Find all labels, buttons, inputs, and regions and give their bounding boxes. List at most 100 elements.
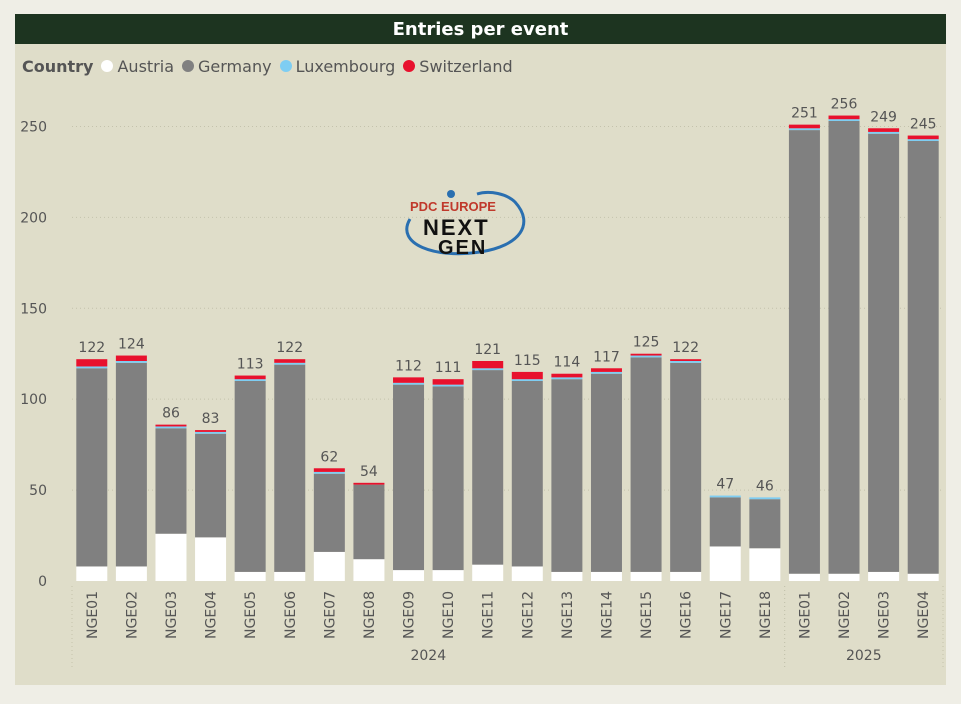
bar-segment-luxembourg[interactable] (393, 382, 425, 385)
bar-segment-austria[interactable] (234, 571, 266, 581)
bar-segment-austria[interactable] (313, 551, 345, 581)
bar-segment-germany[interactable] (670, 362, 702, 572)
bar-segment-austria[interactable] (195, 537, 227, 581)
bar-segment-germany[interactable] (234, 381, 266, 572)
bar-segment-austria[interactable] (432, 570, 464, 581)
bar-segment-austria[interactable] (393, 570, 425, 581)
bar-segment-germany[interactable] (155, 428, 187, 534)
bar-segment-luxembourg[interactable] (195, 431, 227, 434)
bar-segment-switzerland[interactable] (353, 482, 385, 485)
bar-segment-switzerland[interactable] (590, 368, 622, 372)
bar-segment-austria[interactable] (353, 559, 385, 581)
bar-segment-austria[interactable] (709, 546, 741, 581)
bar-segment-luxembourg[interactable] (155, 426, 187, 429)
bar-segment-austria[interactable] (511, 566, 543, 581)
x-tick-label: NGE07 (322, 591, 338, 639)
bar-segment-austria[interactable] (551, 571, 583, 581)
legend-dot-luxembourg (279, 60, 292, 72)
bar-segment-luxembourg[interactable] (630, 355, 662, 358)
bar-segment-switzerland[interactable] (195, 430, 227, 432)
bar-segment-luxembourg[interactable] (907, 139, 939, 141)
bar-segment-luxembourg[interactable] (234, 379, 266, 381)
data-label-total: 114 (554, 355, 581, 371)
bars[interactable] (76, 115, 939, 581)
bar-segment-germany[interactable] (709, 497, 741, 547)
bar-segment-luxembourg[interactable] (670, 361, 702, 363)
x-tick-label: NGE10 (441, 591, 457, 639)
bar-segment-luxembourg[interactable] (511, 379, 543, 381)
bar-segment-austria[interactable] (155, 533, 187, 581)
bar-segment-germany[interactable] (749, 499, 781, 549)
bar-segment-germany[interactable] (788, 130, 820, 574)
bar-segment-austria[interactable] (590, 571, 622, 581)
bar-segment-switzerland[interactable] (788, 124, 820, 129)
bar-segment-luxembourg[interactable] (788, 128, 820, 131)
bar-segment-luxembourg[interactable] (76, 366, 108, 369)
bar-segment-switzerland[interactable] (630, 353, 662, 356)
bar-segment-austria[interactable] (749, 548, 781, 581)
bar-segment-luxembourg[interactable] (432, 384, 464, 387)
bar-segment-luxembourg[interactable] (472, 368, 504, 371)
bar-segment-germany[interactable] (868, 133, 900, 572)
bar-segment-austria[interactable] (828, 573, 860, 581)
bar-segment-germany[interactable] (551, 379, 583, 572)
bar-segment-switzerland[interactable] (234, 375, 266, 380)
bar-segment-luxembourg[interactable] (551, 377, 583, 380)
bar-segment-austria[interactable] (274, 571, 306, 581)
bar-segment-germany[interactable] (590, 373, 622, 572)
bar-segment-austria[interactable] (472, 564, 504, 581)
bar-segment-switzerland[interactable] (432, 379, 464, 385)
legend-item-germany[interactable]: Germany (182, 57, 272, 76)
bar-segment-germany[interactable] (511, 381, 543, 567)
x-tick-label: NGE16 (679, 591, 695, 639)
bar-segment-germany[interactable] (274, 364, 306, 572)
bar-segment-austria[interactable] (630, 571, 662, 581)
bar-segment-germany[interactable] (195, 433, 227, 538)
legend-item-austria[interactable]: Austria (101, 57, 174, 76)
bar-segment-luxembourg[interactable] (868, 131, 900, 134)
bar-segment-germany[interactable] (907, 141, 939, 574)
bar-segment-luxembourg[interactable] (709, 495, 741, 498)
legend-item-luxembourg[interactable]: Luxembourg (279, 56, 396, 76)
bar-segment-switzerland[interactable] (76, 359, 108, 367)
bar-segment-germany[interactable] (472, 370, 504, 565)
bar-segment-germany[interactable] (76, 368, 108, 567)
bar-segment-switzerland[interactable] (828, 115, 860, 120)
bar-segment-austria[interactable] (788, 573, 820, 581)
bar-segment-germany[interactable] (115, 362, 147, 567)
bar-segment-switzerland[interactable] (907, 135, 939, 140)
bar-segment-austria[interactable] (868, 571, 900, 581)
bar-segment-luxembourg[interactable] (749, 497, 781, 500)
bar-segment-switzerland[interactable] (670, 359, 702, 361)
bar-segment-switzerland[interactable] (472, 361, 504, 369)
bar-segment-luxembourg[interactable] (115, 361, 147, 363)
legend-label-luxembourg: Luxembourg (295, 56, 396, 76)
bar-segment-austria[interactable] (907, 573, 939, 581)
chart-panel: Entries per event Country Austria German… (15, 14, 946, 685)
bar-segment-switzerland[interactable] (868, 128, 900, 132)
bar-segment-switzerland[interactable] (274, 359, 306, 363)
bar-segment-luxembourg[interactable] (828, 119, 860, 121)
bar-segment-luxembourg[interactable] (274, 362, 306, 365)
bar-segment-switzerland[interactable] (511, 371, 543, 380)
bar-segment-switzerland[interactable] (313, 468, 345, 472)
legend[interactable]: Country Austria Germany Luxembourg Switz… (22, 56, 521, 76)
bar-segment-germany[interactable] (353, 484, 385, 560)
bar-segment-switzerland[interactable] (155, 424, 187, 427)
bar-segment-germany[interactable] (432, 386, 464, 571)
bar-segment-austria[interactable] (76, 566, 108, 581)
bar-segment-switzerland[interactable] (393, 377, 425, 383)
bar-segment-switzerland[interactable] (115, 355, 147, 361)
y-tick-label: 100 (20, 392, 47, 408)
pdc-europe-next-gen-logo: PDC EUROPE NEXT GEN (405, 190, 526, 259)
bar-segment-germany[interactable] (393, 384, 425, 571)
bar-segment-luxembourg[interactable] (590, 371, 622, 374)
bar-segment-germany[interactable] (630, 357, 662, 572)
legend-item-switzerland[interactable]: Switzerland (403, 57, 513, 76)
bar-segment-germany[interactable] (828, 121, 860, 574)
bar-segment-switzerland[interactable] (551, 373, 583, 378)
bar-segment-austria[interactable] (115, 566, 147, 581)
bar-segment-luxembourg[interactable] (313, 471, 345, 474)
bar-segment-austria[interactable] (670, 571, 702, 581)
bar-segment-germany[interactable] (313, 473, 345, 552)
